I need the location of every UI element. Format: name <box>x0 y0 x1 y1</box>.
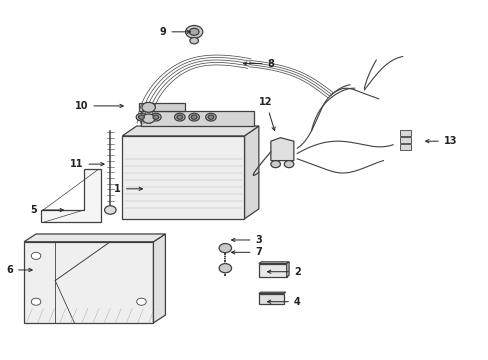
Polygon shape <box>244 126 258 219</box>
Text: 9: 9 <box>159 27 190 37</box>
Polygon shape <box>41 170 101 222</box>
Bar <box>139 103 184 111</box>
Text: 4: 4 <box>267 297 300 307</box>
Circle shape <box>31 298 41 305</box>
Polygon shape <box>141 111 254 126</box>
Polygon shape <box>153 234 165 323</box>
Circle shape <box>136 298 146 305</box>
Text: 7: 7 <box>231 247 262 257</box>
Circle shape <box>219 264 231 273</box>
Text: 1: 1 <box>114 184 142 194</box>
Circle shape <box>138 115 144 119</box>
Bar <box>399 130 410 136</box>
Circle shape <box>185 26 203 38</box>
Text: 5: 5 <box>30 205 63 215</box>
Circle shape <box>142 114 155 123</box>
Circle shape <box>136 113 146 121</box>
Text: 6: 6 <box>6 265 32 275</box>
Polygon shape <box>258 262 288 264</box>
Circle shape <box>142 102 155 112</box>
Polygon shape <box>258 264 286 277</box>
Circle shape <box>270 161 280 168</box>
Circle shape <box>174 113 184 121</box>
Bar <box>399 144 410 150</box>
Text: 2: 2 <box>267 267 300 277</box>
Text: 8: 8 <box>243 59 274 68</box>
Polygon shape <box>122 126 258 136</box>
Polygon shape <box>24 234 165 242</box>
Circle shape <box>31 252 41 259</box>
Polygon shape <box>286 262 288 277</box>
Circle shape <box>150 113 161 121</box>
Text: 11: 11 <box>70 159 104 169</box>
Text: 10: 10 <box>75 101 123 111</box>
Circle shape <box>219 243 231 253</box>
Circle shape <box>208 115 213 119</box>
Text: 12: 12 <box>259 98 275 130</box>
Circle shape <box>189 37 198 44</box>
Circle shape <box>177 115 183 119</box>
Circle shape <box>191 115 197 119</box>
Text: 3: 3 <box>231 235 262 245</box>
Circle shape <box>104 206 116 214</box>
Circle shape <box>205 113 216 121</box>
Bar <box>399 136 410 143</box>
Polygon shape <box>270 138 293 161</box>
Text: 13: 13 <box>425 136 456 146</box>
Circle shape <box>189 28 199 35</box>
Circle shape <box>188 113 199 121</box>
Polygon shape <box>258 292 285 294</box>
Circle shape <box>284 161 293 168</box>
Circle shape <box>153 115 159 119</box>
Polygon shape <box>258 294 283 304</box>
Polygon shape <box>24 242 153 323</box>
Polygon shape <box>122 136 244 219</box>
